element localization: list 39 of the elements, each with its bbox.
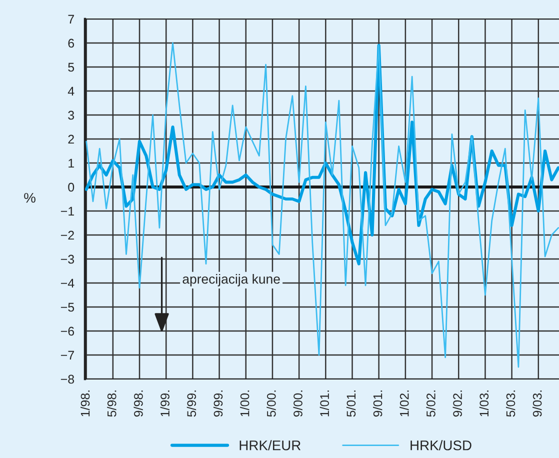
y-tick-label: 7 — [68, 14, 74, 24]
x-tick-label: 1/98. — [80, 390, 90, 416]
x-tick-label: 9/01. — [373, 390, 382, 417]
y-tick-label: −4 — [60, 278, 74, 288]
x-tick-label: 1/99. — [160, 390, 170, 416]
x-tick-label: 5/98. — [107, 390, 116, 417]
y-tick-label: 0 — [68, 182, 74, 192]
y-tick-label: 5 — [68, 62, 74, 72]
x-tick-label: 1/01. — [320, 390, 330, 416]
y-tick-label: 2 — [68, 134, 74, 144]
x-tick-label: 5/99. — [186, 390, 196, 417]
x-tick-label: 9/02. — [452, 390, 462, 417]
y-tick-label: −6 — [60, 326, 74, 336]
y-tick-label: 4 — [68, 86, 74, 96]
x-tick-label: 5/00. — [266, 390, 276, 417]
x-tick-label: 5/03. — [506, 390, 516, 417]
y-tick-label: −7 — [60, 350, 74, 360]
legend-label: HRK/USD — [410, 440, 472, 450]
x-tick-label: 9/03. — [532, 390, 542, 417]
y-axis-title: % — [24, 192, 36, 203]
x-tick-label: 5/01. — [346, 390, 356, 417]
annotation: aprecijacija kune — [182, 274, 280, 286]
x-tick-label: 1/03. — [479, 390, 489, 416]
line-series — [86, 42, 559, 368]
x-tick-label: 9/00. — [293, 390, 302, 417]
y-tick-label: −8 — [60, 374, 74, 384]
y-tick-label: −2 — [60, 230, 74, 240]
x-tick-label: 9/99. — [213, 390, 223, 417]
y-tick-label: 3 — [68, 110, 74, 120]
y-tick-label: 6 — [68, 38, 74, 48]
y-tick-label: 1 — [68, 158, 74, 168]
x-tick-label: 1/00. — [240, 390, 250, 416]
x-tick-label: 9/98. — [134, 390, 143, 417]
y-tick-label: −1 — [60, 206, 74, 216]
x-tick-label: 5/02. — [426, 390, 436, 417]
y-tick-label: −3 — [60, 254, 74, 264]
y-tick-label: −5 — [60, 302, 74, 312]
x-tick-label: 1/02. — [400, 390, 409, 416]
legend-label: HRK/EUR — [240, 440, 301, 450]
